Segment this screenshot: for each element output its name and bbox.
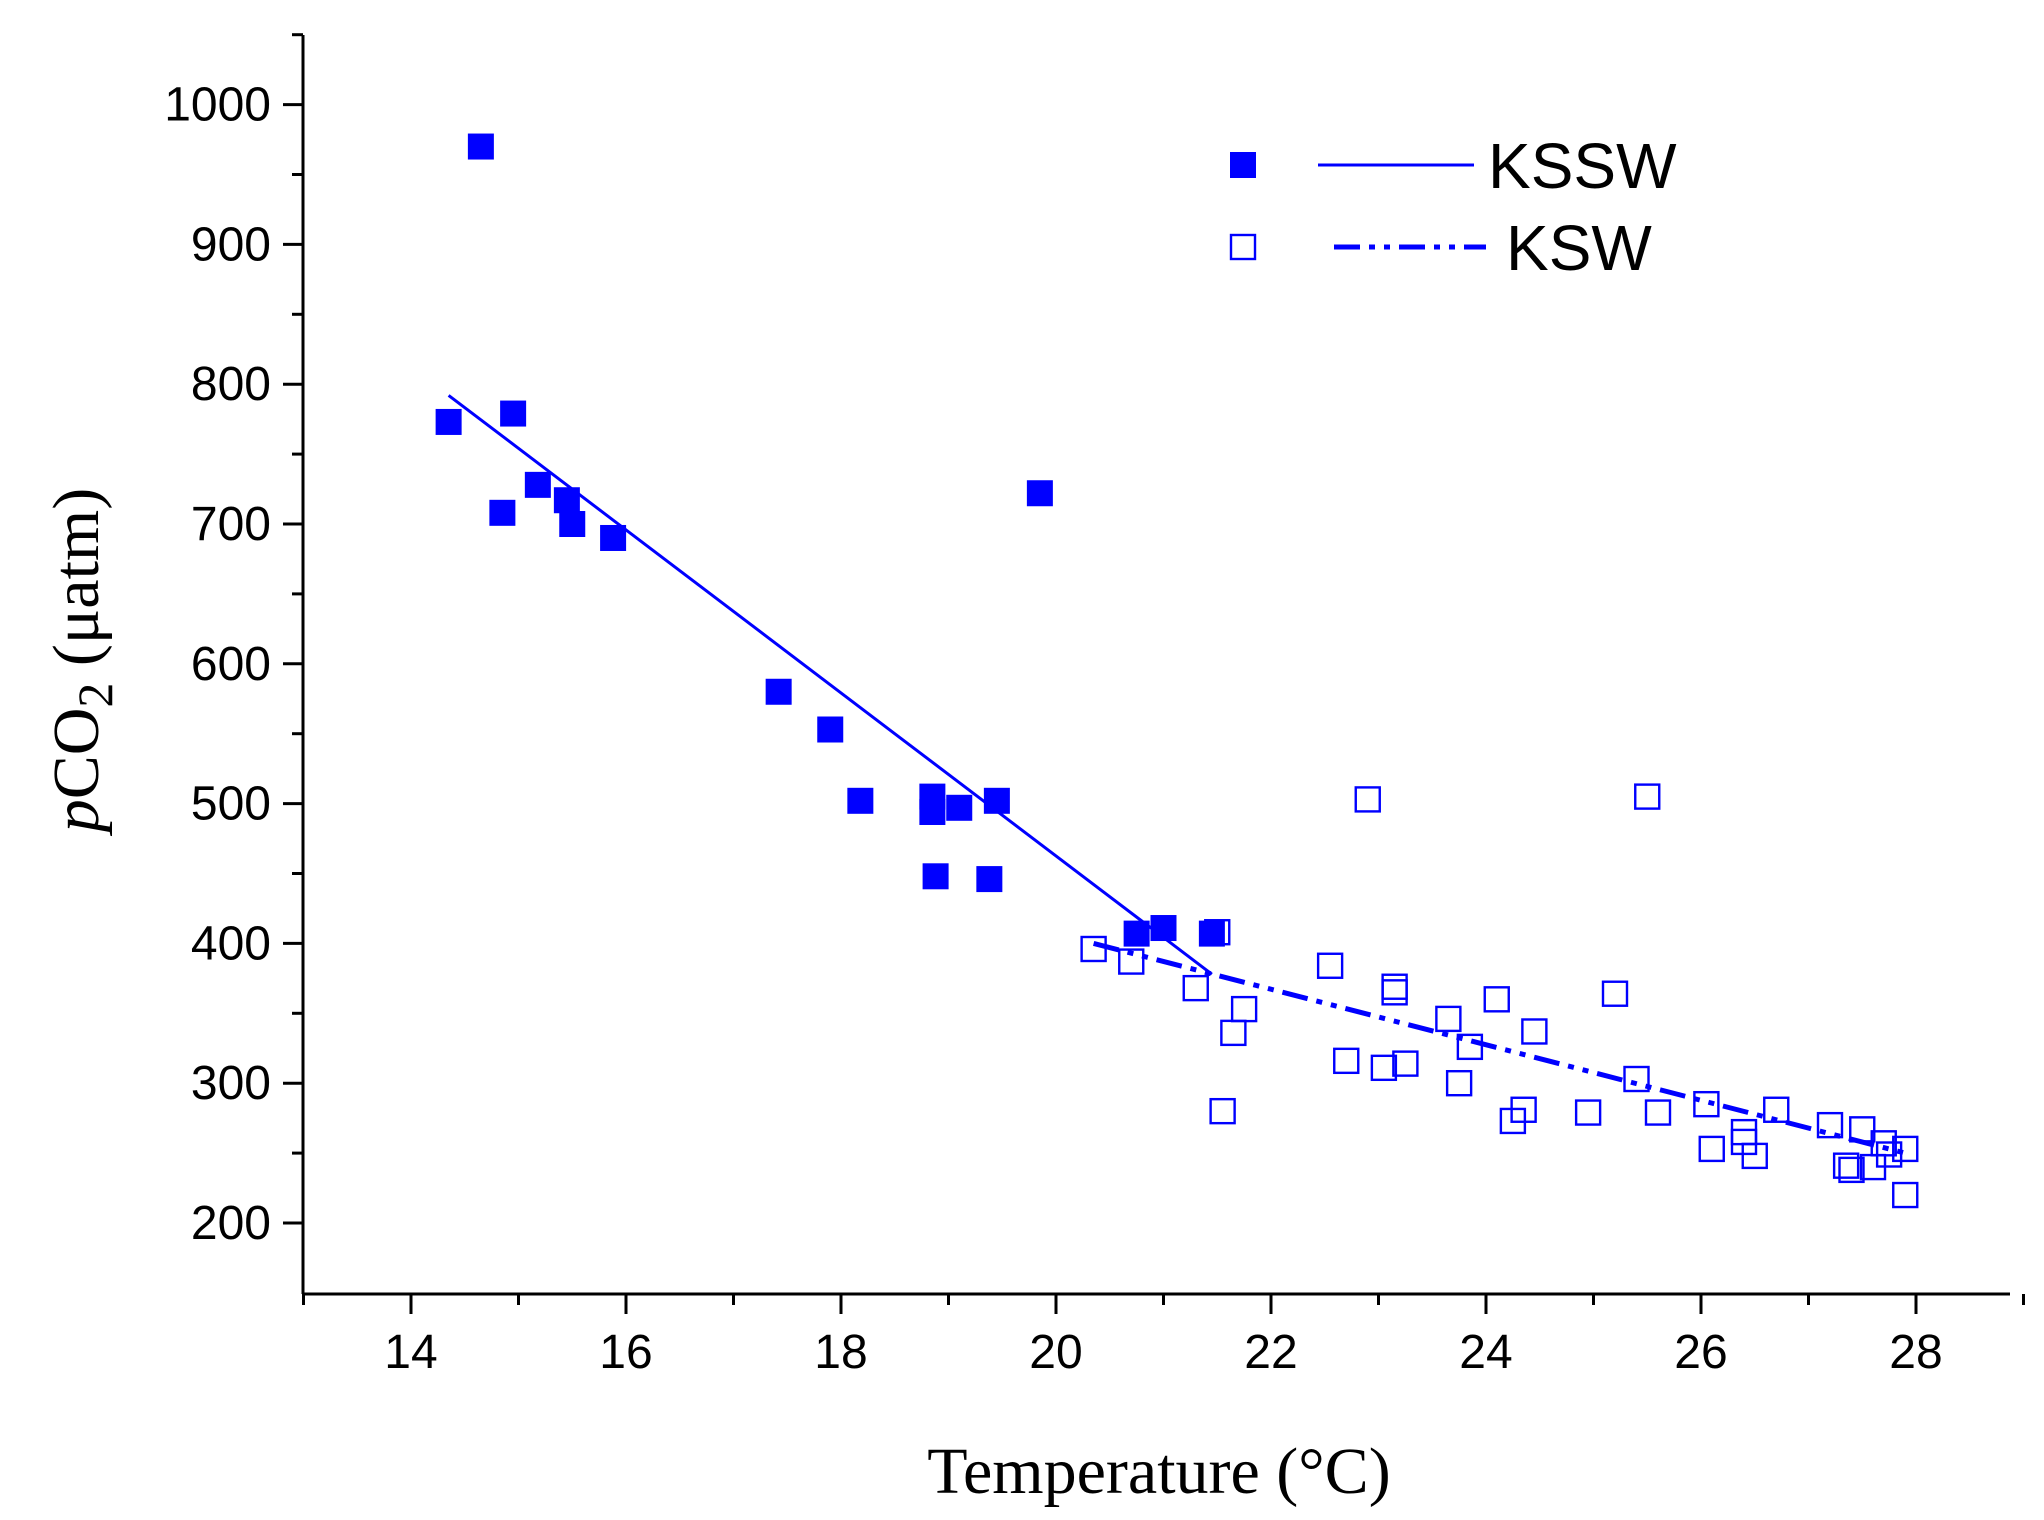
- kssw-point: [553, 487, 580, 514]
- y-tick-label: 600: [191, 638, 271, 691]
- x-tick-label: 14: [384, 1326, 437, 1379]
- kssw-point: [1150, 915, 1177, 942]
- ksw-point: [1730, 1118, 1758, 1146]
- ksw-point: [1849, 1116, 1876, 1143]
- ksw-point: [1230, 995, 1258, 1023]
- legend: KSSW KSW: [1229, 130, 1677, 284]
- ksw-point: [1370, 1054, 1398, 1082]
- ksw-point: [1381, 979, 1408, 1006]
- kssw-point: [1026, 480, 1053, 507]
- ksw-point: [1832, 1152, 1860, 1179]
- ksw-point: [1182, 974, 1209, 1002]
- y-tick-label: 500: [191, 778, 271, 831]
- kssw-point: [919, 798, 946, 825]
- ksw-point: [1354, 786, 1381, 813]
- ksw-point: [1892, 1135, 1919, 1163]
- legend-label-kssw: KSSW: [1488, 130, 1677, 202]
- y-tick-label: 800: [191, 358, 271, 411]
- kssw-point: [1198, 920, 1225, 947]
- ksw-point: [1730, 1128, 1758, 1156]
- ksw-point: [1693, 1090, 1720, 1118]
- x-tick-label: 24: [1459, 1326, 1512, 1379]
- ksw-point: [1445, 1069, 1473, 1097]
- legend-marker-kssw: [1230, 152, 1256, 178]
- ksw-point: [1574, 1099, 1602, 1126]
- y-axis-title-unit: (μatm): [40, 488, 113, 683]
- x-tick-label: 18: [814, 1326, 867, 1379]
- kssw-point: [489, 499, 516, 526]
- ksw-point: [1741, 1142, 1768, 1170]
- y-axis-title-italic: p: [40, 799, 113, 836]
- ksw-point: [1816, 1111, 1844, 1139]
- kssw-point: [600, 524, 627, 551]
- ksw-point: [1838, 1156, 1865, 1184]
- x-tick-label: 16: [599, 1326, 652, 1379]
- kssw-point: [500, 400, 527, 427]
- y-tick-label: 300: [191, 1057, 271, 1110]
- y-tick-label: 700: [191, 498, 271, 551]
- ksw-point: [1483, 986, 1510, 1013]
- kssw-point: [467, 133, 494, 160]
- x-tick-label: 28: [1889, 1326, 1942, 1379]
- ksw-point: [1456, 1033, 1484, 1061]
- kssw-point: [1123, 920, 1150, 947]
- legend-label-ksw: KSW: [1506, 212, 1652, 284]
- ksw-fit-line: [1092, 940, 1906, 1156]
- kssw-point: [559, 511, 586, 537]
- kssw-point: [922, 863, 949, 890]
- ksw-point: [1220, 1019, 1247, 1047]
- kssw-fit-line: [447, 394, 1213, 976]
- ksw-point: [1875, 1141, 1903, 1168]
- axes-group: 200 300 400 500 600 700 800 900 1000 14 16 18 20 22 24…: [164, 33, 2025, 1379]
- kssw-point: [847, 787, 874, 814]
- ksw-point: [1510, 1096, 1537, 1123]
- ksw-point: [1080, 935, 1107, 963]
- legend-marker-ksw: [1229, 233, 1257, 261]
- x-axis-title: Temperature (°C): [927, 1435, 1390, 1508]
- y-axis-title: pCO2 (μatm): [40, 488, 123, 837]
- y-tick-label: 200: [191, 1197, 271, 1250]
- y-tick-label: 900: [191, 218, 271, 271]
- fit-lines-group: [447, 394, 1906, 1156]
- ksw-point: [1634, 783, 1661, 810]
- ksw-point: [1209, 1097, 1236, 1125]
- ksw-point: [1118, 948, 1145, 975]
- ksw-point: [1521, 1018, 1548, 1045]
- kssw-point: [983, 787, 1010, 814]
- kssw-point: [946, 794, 973, 821]
- ksw-point: [1435, 1005, 1462, 1033]
- ksw-point: [1392, 1050, 1419, 1077]
- ksw-point: [1601, 980, 1629, 1007]
- x-tick-label: 26: [1674, 1326, 1727, 1379]
- kssw-point: [765, 678, 792, 705]
- x-tick-label: 22: [1244, 1326, 1297, 1379]
- ksw-point: [1316, 952, 1344, 979]
- y-tick-label: 400: [191, 917, 271, 970]
- ksw-point: [1763, 1096, 1790, 1123]
- ksw-point: [1333, 1047, 1360, 1075]
- x-tick-label: 20: [1029, 1326, 1082, 1379]
- kssw-point: [524, 471, 551, 498]
- kssw-point: [976, 866, 1003, 893]
- y-axis-title-main: CO: [40, 708, 113, 800]
- ksw-point: [1623, 1065, 1650, 1093]
- ksw-point: [1381, 973, 1408, 1000]
- y-axis-title-subscript: 2: [67, 683, 123, 708]
- ksw-point: [1644, 1099, 1672, 1126]
- kssw-point: [817, 716, 844, 743]
- ksw-point: [1204, 919, 1231, 946]
- kssw-point: [435, 408, 462, 435]
- ksw-point: [1698, 1135, 1725, 1163]
- markers-group: [435, 133, 1919, 1209]
- ksw-point: [1892, 1181, 1919, 1209]
- y-tick-label: 1000: [164, 79, 271, 132]
